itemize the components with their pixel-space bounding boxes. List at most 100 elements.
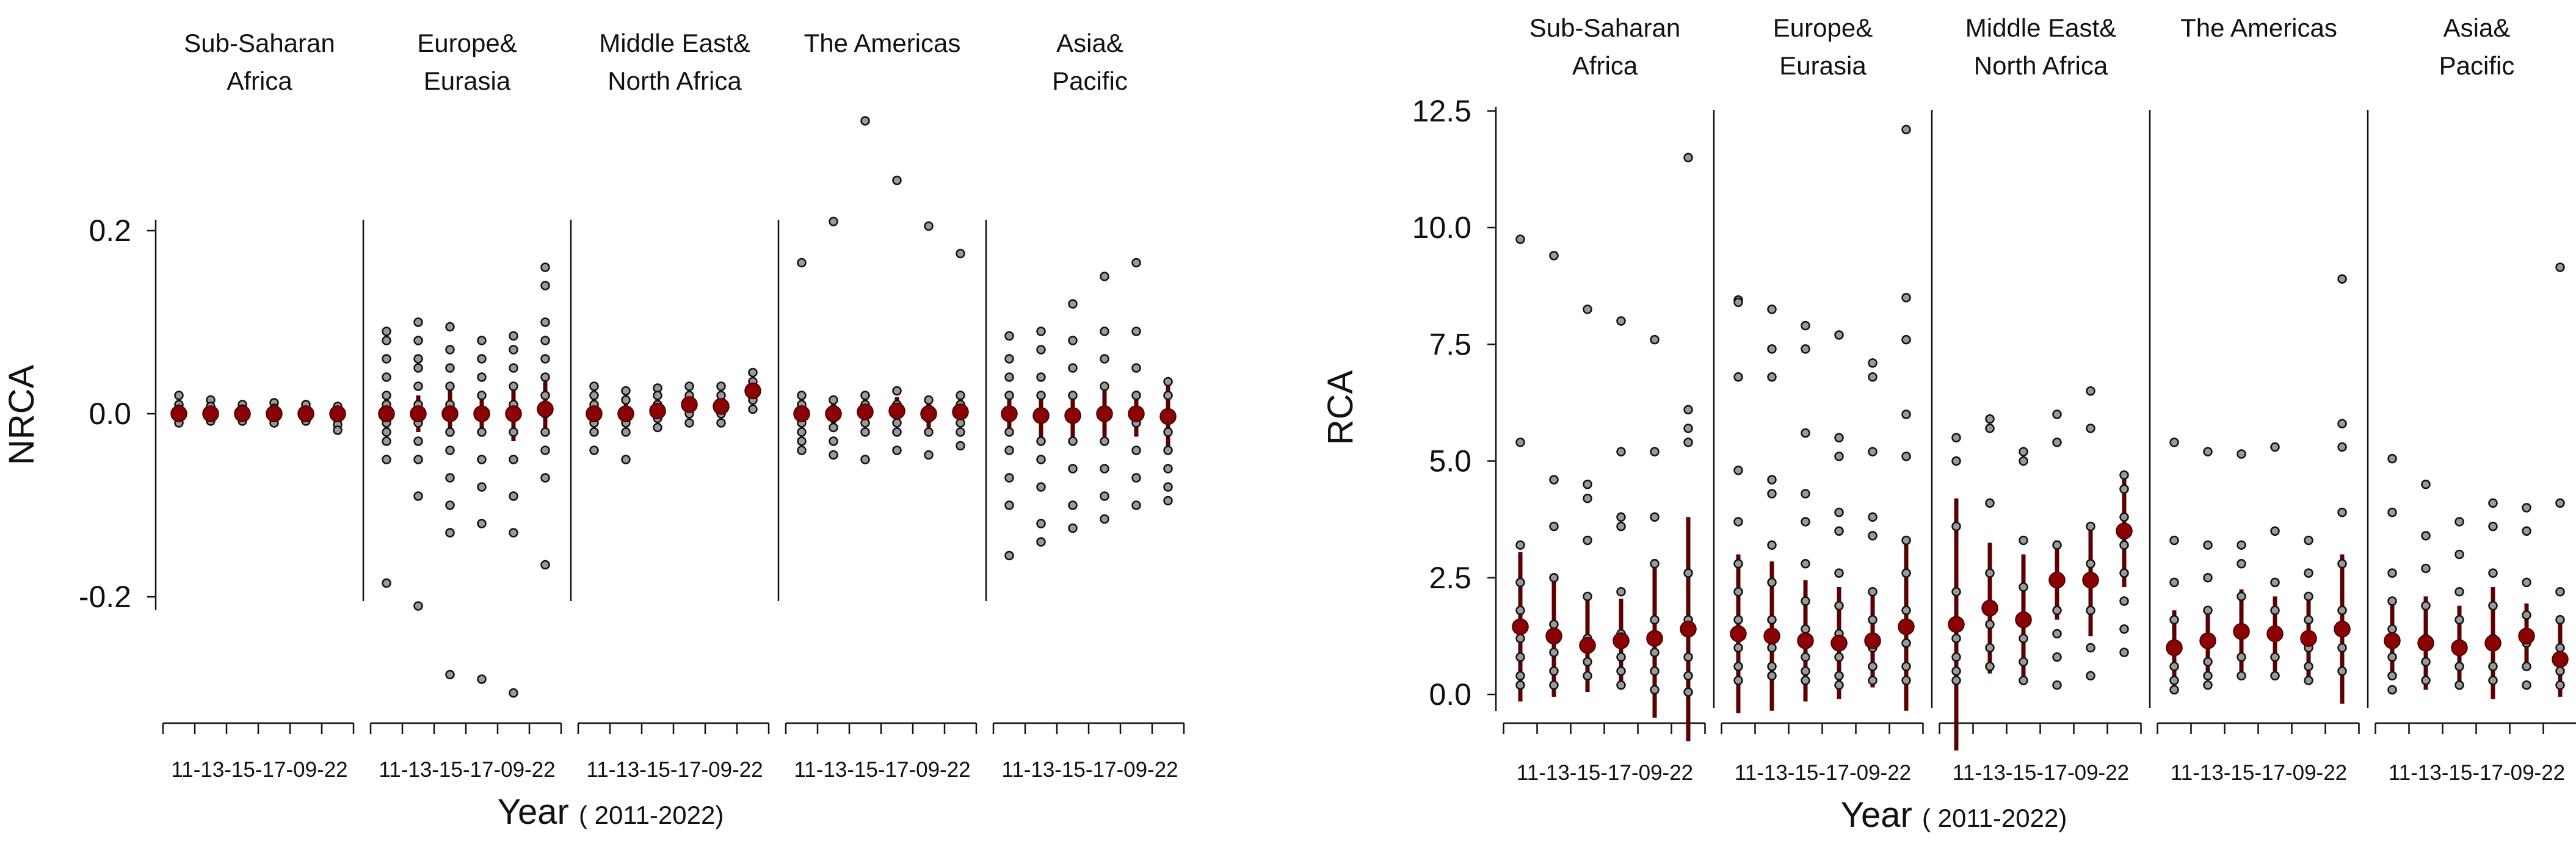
- y-tick-label: 0.0: [89, 397, 131, 431]
- data-point: [1868, 531, 1878, 541]
- mean-marker: [649, 402, 666, 420]
- data-point: [892, 175, 902, 186]
- data-point: [1834, 568, 1844, 578]
- data-point: [2488, 498, 2498, 508]
- data-point: [1901, 452, 1911, 461]
- data-point: [1834, 680, 1844, 690]
- data-point: [1583, 305, 1592, 314]
- data-point: [716, 418, 726, 428]
- data-point: [1901, 568, 1911, 578]
- data-point: [1616, 586, 1626, 597]
- data-point: [1131, 258, 1141, 268]
- year-tick-label: 11-13-15-17-09-22: [1517, 761, 1693, 785]
- data-point: [2387, 624, 2397, 634]
- data-point: [829, 217, 838, 226]
- data-point: [1985, 498, 1995, 508]
- data-point: [829, 436, 838, 446]
- data-point: [2203, 657, 2213, 667]
- data-point: [477, 482, 487, 492]
- y-tick-label: 0.0: [1429, 677, 1471, 712]
- data-point: [2086, 671, 2095, 681]
- data-point: [2454, 661, 2464, 671]
- mean-marker: [2518, 627, 2535, 645]
- data-point: [1163, 445, 1173, 455]
- data-point: [509, 345, 518, 355]
- data-point: [1868, 447, 1878, 456]
- y-tick-label: 2.5: [1429, 561, 1471, 595]
- mean-marker: [473, 405, 490, 422]
- data-point: [797, 258, 807, 268]
- data-point: [1549, 680, 1559, 690]
- data-point: [1515, 540, 1525, 550]
- data-point: [540, 560, 550, 570]
- mean-marker: [2417, 635, 2434, 652]
- data-point: [829, 422, 838, 433]
- data-point: [860, 427, 870, 437]
- mean-marker: [1830, 635, 1848, 652]
- data-point: [1100, 514, 1109, 524]
- mean-marker: [234, 405, 251, 422]
- data-point: [1583, 535, 1592, 546]
- mean-marker: [297, 405, 314, 422]
- data-point: [2421, 480, 2431, 489]
- data-point: [2337, 605, 2347, 616]
- data-point: [1068, 500, 1078, 510]
- data-point: [1616, 680, 1626, 690]
- data-point: [2387, 568, 2397, 578]
- data-point: [2086, 521, 2095, 532]
- data-point: [892, 445, 902, 455]
- data-point: [1683, 687, 1693, 697]
- data-point: [2555, 262, 2565, 272]
- year-tick-label: 11-13-15-17-09-22: [1953, 761, 2129, 785]
- data-point: [2119, 512, 2129, 522]
- x-axis-label-range: ( 2011-2022): [1922, 804, 2067, 832]
- data-point: [1100, 491, 1109, 501]
- data-point: [2387, 685, 2397, 695]
- data-point: [2086, 605, 2095, 616]
- data-point: [716, 381, 726, 391]
- data-point: [1131, 391, 1141, 400]
- data-point: [2555, 643, 2565, 653]
- data-point: [2019, 456, 2028, 466]
- year-tick-label: 11-13-15-17-09-22: [586, 758, 763, 782]
- data-point: [1650, 512, 1660, 522]
- data-point: [1163, 464, 1173, 474]
- y-axis-label: RCA: [1321, 370, 1360, 445]
- data-point: [2555, 586, 2565, 597]
- data-point: [2203, 671, 2213, 681]
- data-point: [540, 372, 550, 382]
- region-label: Middle East&: [599, 29, 750, 57]
- data-point: [2454, 615, 2464, 625]
- year-tick-label: 11-13-15-17-09-22: [2389, 761, 2565, 785]
- data-point: [2387, 652, 2397, 662]
- data-point: [1985, 424, 1995, 433]
- data-point: [445, 322, 455, 332]
- data-point: [2169, 438, 2179, 447]
- data-point: [413, 491, 423, 501]
- data-point: [748, 404, 758, 414]
- data-point: [2270, 671, 2280, 681]
- data-point: [2555, 666, 2565, 676]
- data-point: [2304, 676, 2313, 685]
- mean-marker: [1545, 627, 1562, 645]
- data-point: [1616, 521, 1626, 532]
- mean-marker: [888, 402, 905, 420]
- data-point: [1163, 496, 1173, 506]
- mean-marker: [1128, 405, 1145, 422]
- data-point: [2522, 610, 2531, 620]
- data-point: [1549, 573, 1559, 583]
- data-point: [2337, 666, 2347, 676]
- data-point: [621, 395, 631, 405]
- data-point: [1834, 433, 1844, 442]
- data-point: [540, 336, 550, 345]
- data-point: [1801, 517, 1810, 527]
- data-point: [2169, 661, 2179, 671]
- data-point: [2337, 559, 2347, 569]
- data-point: [956, 427, 965, 437]
- data-point: [2169, 685, 2179, 695]
- data-point: [2304, 615, 2313, 625]
- mean-marker: [1680, 621, 1697, 638]
- data-point: [1834, 526, 1844, 536]
- data-point: [2270, 526, 2280, 536]
- data-point: [1834, 671, 1844, 681]
